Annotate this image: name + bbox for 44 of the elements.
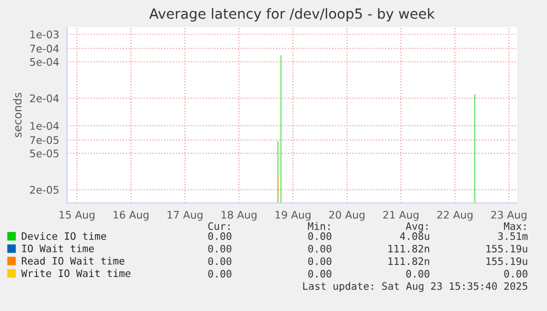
text: 0.00 (208, 270, 232, 278)
text: 3.51m (498, 232, 528, 240)
y-tick-label: 5e-04 (30, 58, 59, 66)
text: Cur: (208, 222, 230, 230)
y-tick-label: 2e-05 (30, 186, 58, 194)
y-tick-label: 1e-04 (30, 122, 59, 130)
legend-label: IO Wait time (22, 244, 94, 252)
text: 0.00 (308, 270, 332, 278)
text: Last update: Sat Aug 23 15:35:40 2025 (303, 282, 528, 292)
x-tick-label: 18 Aug (222, 210, 256, 221)
y-tick-label: 7e-05 (30, 136, 58, 144)
x-tick-label: 21 Aug (383, 210, 418, 221)
y-axis-title: seconds (13, 92, 22, 138)
text: 0.00 (208, 244, 232, 253)
text: 111.82n (388, 244, 430, 253)
text: 4.08u (400, 232, 430, 240)
x-tick-label: 23 Aug (491, 210, 526, 221)
legend-label: Device IO time (22, 232, 106, 240)
x-tick-label: 20 Aug (329, 210, 364, 221)
x-tick-label: 22 Aug (437, 210, 472, 221)
legend-label: Read IO Wait time (22, 256, 124, 265)
y-tick-label: 2e-04 (30, 94, 59, 102)
text: Max: (504, 222, 526, 230)
text: 0.00 (406, 270, 430, 278)
y-tick-label: 5e-05 (30, 149, 58, 158)
x-tick-label: 15 Aug (60, 210, 94, 221)
text: 0.00 (308, 232, 332, 240)
y-tick-label: 1e-03 (30, 30, 59, 38)
text: 0.00 (308, 257, 332, 266)
x-tick-label: 19 Aug (276, 210, 310, 221)
x-tick-label: 16 Aug (114, 210, 148, 221)
text: 155.19u (486, 244, 528, 253)
text: Min: (308, 222, 330, 230)
x-tick-label: 17 Aug (168, 210, 202, 221)
chart-title: Average latency for /dev/loop5 - by week (149, 8, 435, 22)
text: 0.00 (308, 244, 332, 253)
text: 111.82n (388, 257, 430, 266)
text: 0.00 (208, 257, 232, 266)
text: 0.00 (504, 270, 528, 278)
legend-label: Write IO Wait time (21, 269, 130, 278)
text: Avg: (406, 222, 428, 232)
y-tick-label: 7e-04 (30, 44, 59, 53)
text: 155.19u (486, 257, 528, 266)
text: 0.00 (208, 232, 232, 240)
